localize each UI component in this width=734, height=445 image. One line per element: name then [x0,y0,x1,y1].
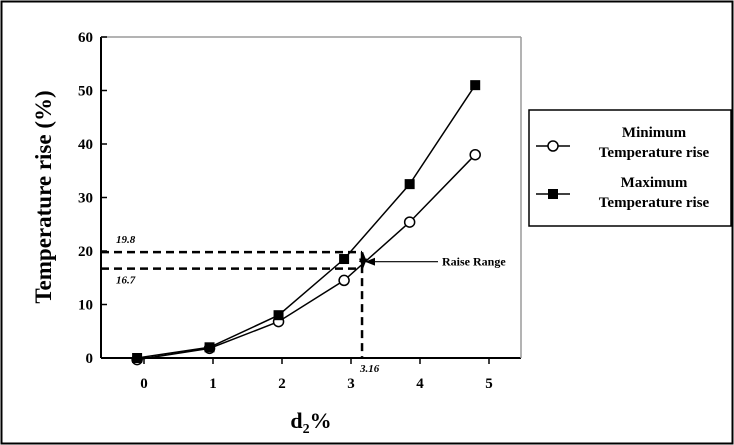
x-axis-label: d2% [290,408,331,437]
lower-value-label: 16.7 [116,275,136,287]
x-tick-label: 3 [347,376,355,392]
point-maximum [273,310,284,321]
y-tick-label: 60 [78,30,93,46]
y-tick-label: 30 [78,191,93,207]
upper-value-label: 19.8 [116,234,136,246]
legend: Minimum Temperature rise Maximum Tempera… [528,109,732,227]
x-axis-label-subscript: 2 [303,422,310,437]
point-minimum [469,148,481,161]
legend-entry-maximum: Maximum Temperature rise [536,175,710,211]
y-tick-label: 50 [78,84,93,100]
x-tick-label: 5 [485,376,493,392]
legend-label-minimum-line2: Temperature rise [599,145,710,161]
legend-marker-circle [547,140,559,152]
plot-frame [100,36,522,359]
x-tick-label: 2 [278,376,286,392]
legend-entry-minimum: Minimum Temperature rise [536,125,710,161]
legend-label-minimum-line1: Minimum [622,125,687,141]
x-tick-label: 0 [140,376,148,392]
y-tick-label: 20 [78,244,93,260]
y-tick-label: 10 [78,298,93,314]
x-tick-label: 4 [416,376,424,392]
legend-label-maximum-line1: Maximum [621,175,688,191]
raise-range-annotation: 19.8 16.7 3.16 Raise Range [101,234,506,375]
point-maximum [339,254,350,265]
point-maximum [204,342,215,353]
y-axis-label: Temperature rise (%) [31,90,56,303]
series-line-minimum [136,154,476,361]
raise-range-label: Raise Range [442,255,506,269]
y-axis-ticks: 0 10 20 30 40 50 60 [78,30,107,367]
x-axis-ticks: 0 1 2 3 4 5 [140,358,493,392]
point-maximum [470,80,481,91]
x-value-label: 3.16 [359,363,380,375]
series-line-maximum [136,84,476,359]
point-minimum [338,274,350,287]
legend-marker-square [548,189,558,199]
y-tick-label: 40 [78,137,93,153]
x-axis-label-suffix: % [310,408,332,433]
legend-box [528,109,732,227]
x-tick-label: 1 [209,376,217,392]
series-layer [131,80,481,366]
x-axis-label-main: d [290,408,302,433]
point-maximum [404,179,415,190]
legend-label-maximum-line2: Temperature rise [599,195,710,211]
point-minimum [403,216,416,228]
point-maximum [132,353,143,363]
y-tick-label: 0 [86,351,94,367]
